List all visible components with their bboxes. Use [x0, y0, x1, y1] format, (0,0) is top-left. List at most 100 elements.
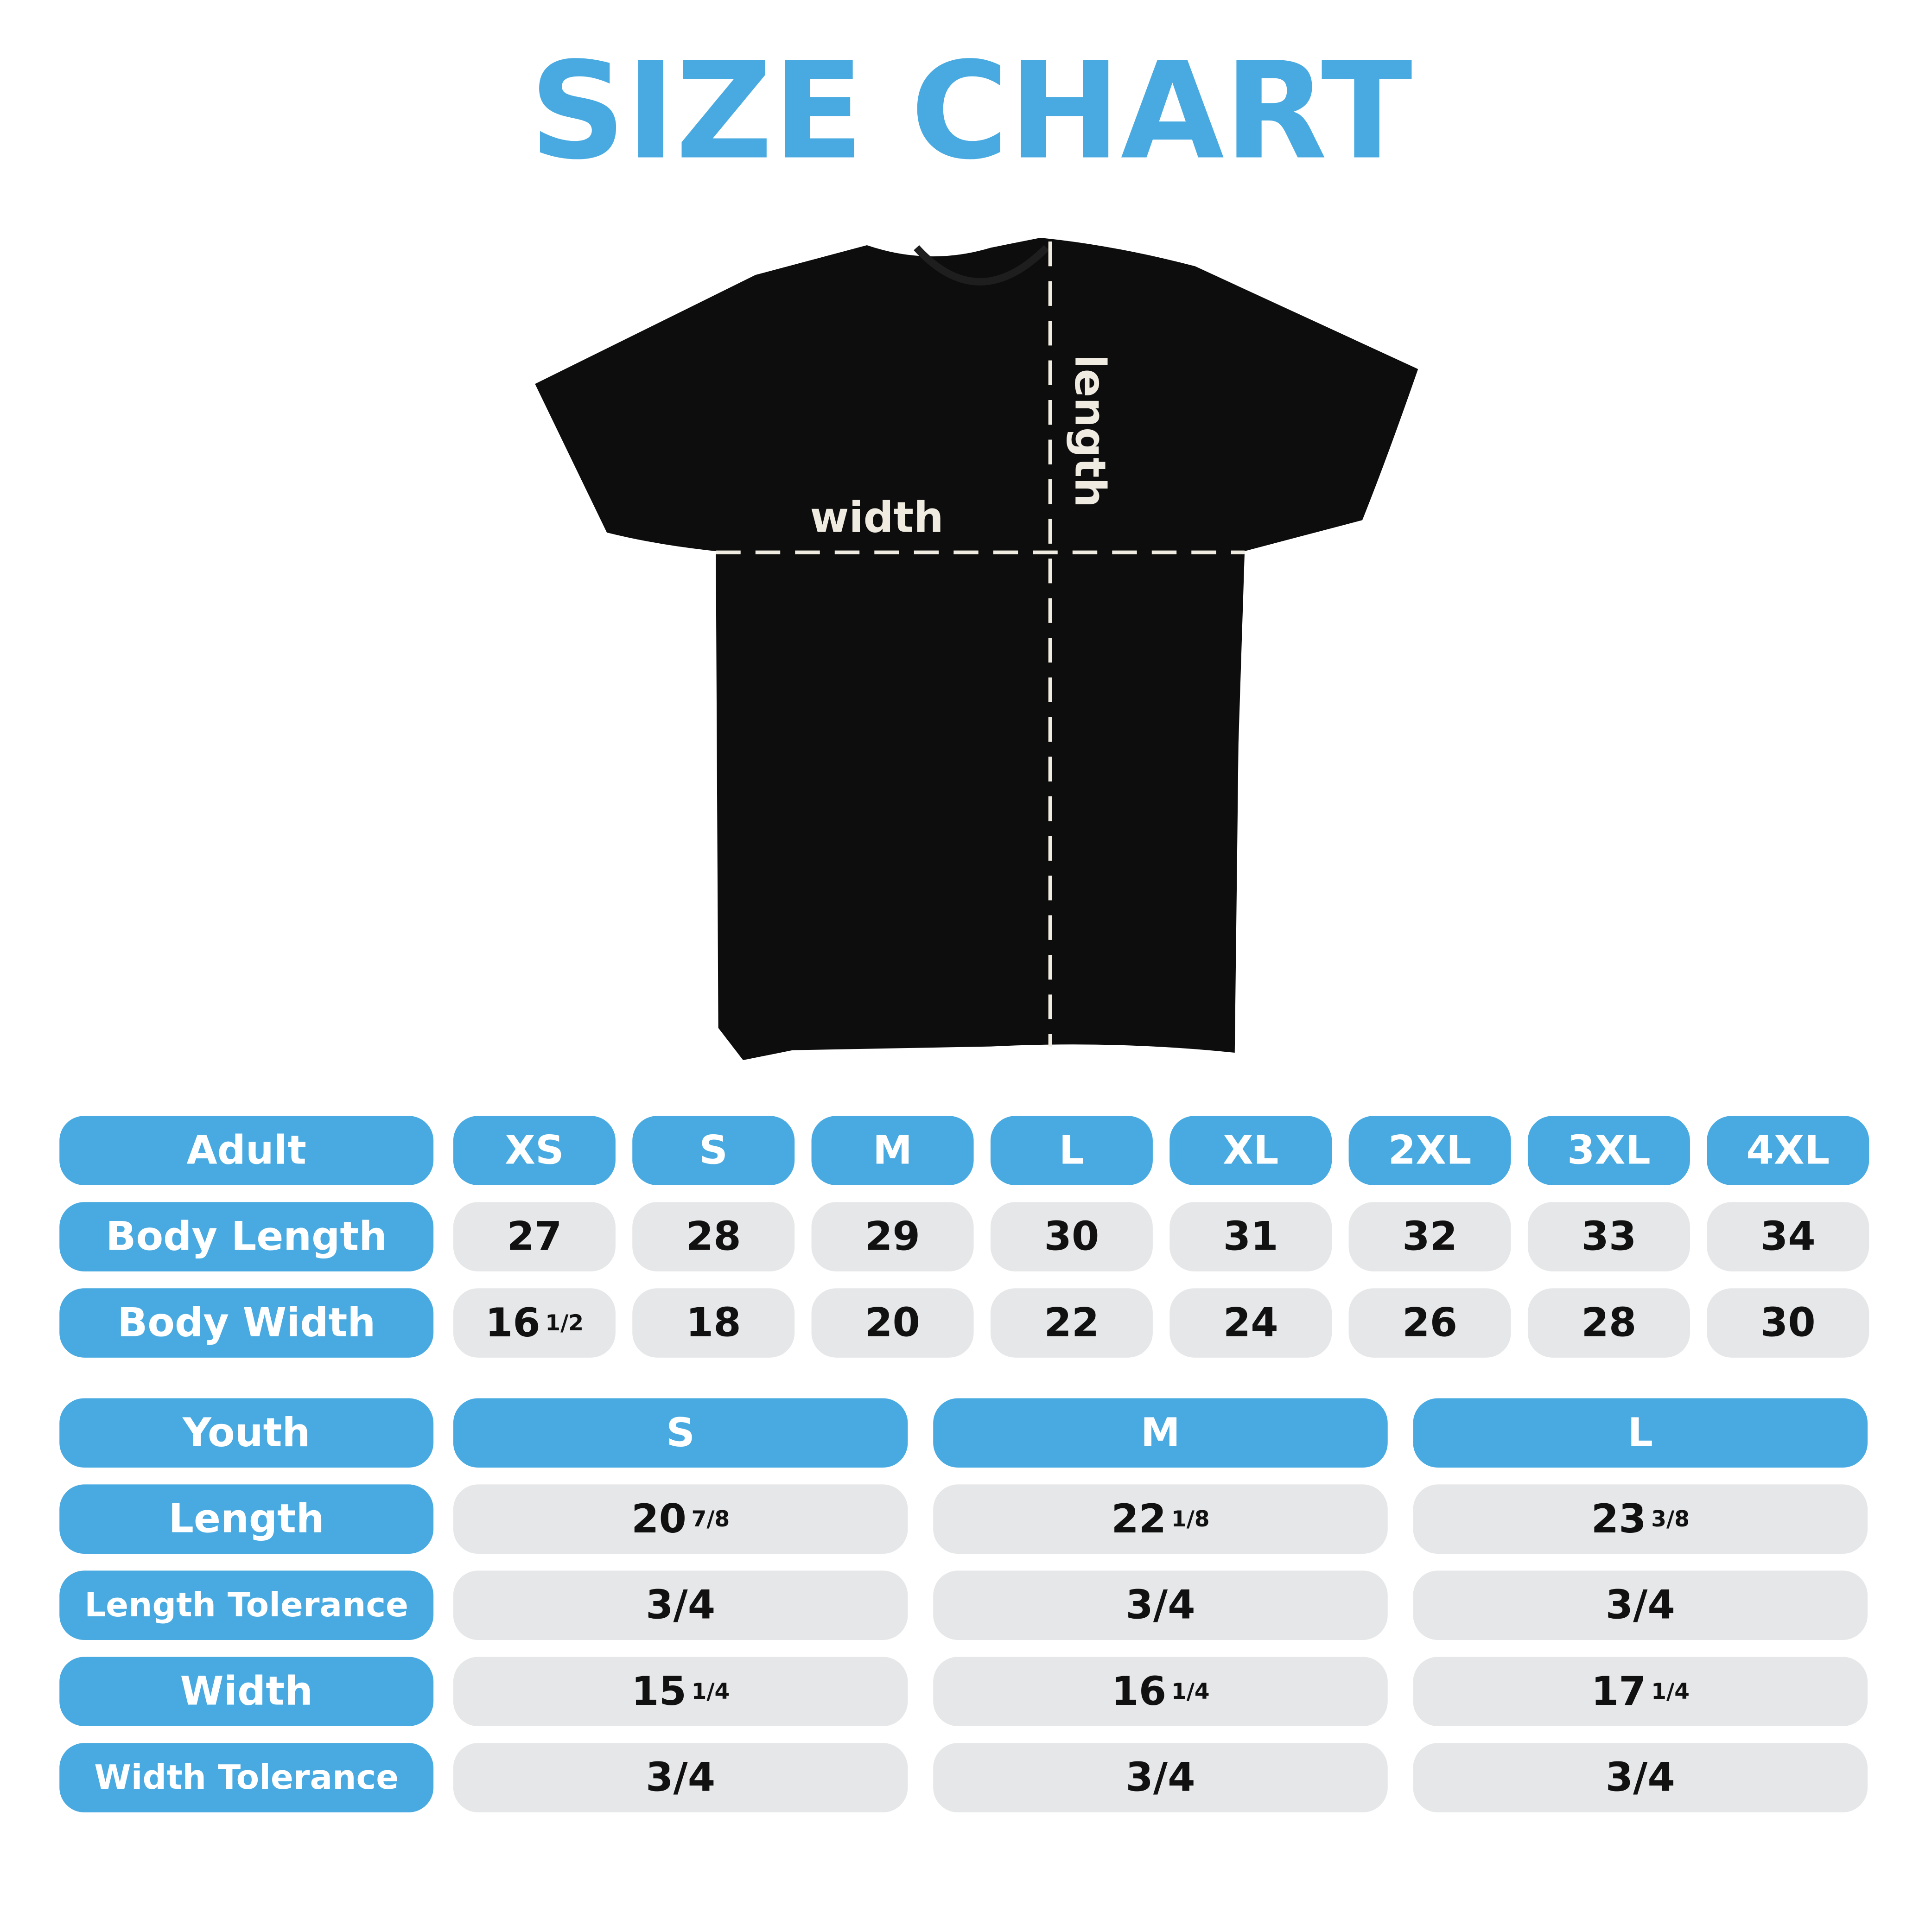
- whole: 22: [1111, 1496, 1166, 1542]
- size-header: S: [699, 1128, 728, 1174]
- fraction: 7/8: [692, 1506, 730, 1532]
- value-cell-bg: [990, 1202, 1153, 1271]
- value-cell-bg: [1413, 1657, 1868, 1726]
- fraction: 1/2: [545, 1310, 584, 1336]
- whole: 15: [631, 1669, 686, 1715]
- value-cell: 29: [865, 1214, 920, 1260]
- size-header-bg: [933, 1398, 1388, 1468]
- value-cell-bg: [453, 1484, 908, 1554]
- value-cell: 22 1/8: [1111, 1496, 1209, 1542]
- value-cell: 26: [1402, 1300, 1457, 1346]
- value-cell: 33: [1581, 1214, 1636, 1260]
- title: SIZE CHART: [529, 33, 1413, 189]
- value-cell-bg: [933, 1743, 1388, 1812]
- whole: 16: [1111, 1669, 1166, 1715]
- value-cell-bg: [453, 1288, 616, 1358]
- value-cell: 32: [1402, 1214, 1457, 1260]
- size-header-bg: [1348, 1116, 1511, 1185]
- value-cell-bg: [1413, 1570, 1868, 1640]
- size-header: XL: [1223, 1128, 1278, 1174]
- value-cell: 22: [1044, 1300, 1099, 1346]
- value-cell-bg: [933, 1484, 1388, 1554]
- size-header: 3XL: [1567, 1128, 1651, 1174]
- value-cell: 3/4: [1125, 1755, 1195, 1801]
- size-header: XS: [505, 1128, 564, 1174]
- section-label: Adult: [186, 1128, 306, 1174]
- value-cell-bg: [1707, 1202, 1869, 1271]
- size-header-bg: [453, 1116, 616, 1185]
- size-header: L: [1059, 1128, 1084, 1174]
- size-header-bg: [1707, 1116, 1869, 1185]
- value-cell: 15 1/4: [631, 1669, 730, 1715]
- size-header: 2XL: [1388, 1128, 1472, 1174]
- value-cell-bg: [990, 1288, 1153, 1358]
- value-cell: 18: [686, 1300, 741, 1346]
- value-cell: 16 1/2: [485, 1300, 584, 1346]
- section-label-bg: [59, 1116, 434, 1185]
- size-header-bg: [632, 1116, 795, 1185]
- fraction: 3/8: [1651, 1506, 1690, 1532]
- value-cell: 3/4: [1125, 1582, 1195, 1628]
- size-header: M: [873, 1128, 912, 1174]
- value-cell: 28: [1581, 1300, 1636, 1346]
- fraction: 1/4: [692, 1679, 730, 1704]
- size-header-bg: [1527, 1116, 1690, 1185]
- value-cell: 3/4: [646, 1755, 715, 1801]
- row-label-bg: [59, 1657, 434, 1726]
- size-header: M: [1141, 1410, 1180, 1456]
- value-cell: 28: [686, 1214, 741, 1260]
- row-label-bg: [59, 1484, 434, 1554]
- row-label-bg: [59, 1570, 434, 1640]
- value-cell: 24: [1223, 1300, 1278, 1346]
- value-cell-bg: [933, 1657, 1388, 1726]
- row-label: Length Tolerance: [84, 1586, 408, 1625]
- fraction: 1/4: [1651, 1679, 1690, 1704]
- value-cell-bg: [453, 1202, 616, 1271]
- value-cell-bg: [1348, 1288, 1511, 1358]
- shirt-body: [535, 237, 1418, 1061]
- row-label: Body Length: [106, 1214, 387, 1260]
- fraction: 1/8: [1171, 1506, 1210, 1532]
- row-label: Body Width: [117, 1300, 375, 1346]
- value-cell: 3/4: [646, 1582, 715, 1628]
- size-header: L: [1628, 1410, 1653, 1456]
- value-cell: 23 3/8: [1591, 1496, 1690, 1542]
- row-label: Length: [169, 1496, 324, 1542]
- value-cell: 3/4: [1606, 1582, 1675, 1628]
- row-label-bg: [59, 1743, 434, 1812]
- value-cell-bg: [453, 1657, 908, 1726]
- section-label: Youth: [182, 1410, 310, 1456]
- value-cell-bg: [933, 1570, 1388, 1640]
- size-header-bg: [811, 1116, 974, 1185]
- value-cell-bg: [1527, 1202, 1690, 1271]
- value-cell: 30: [1760, 1300, 1816, 1346]
- row-label-bg: [59, 1288, 434, 1358]
- value-cell-bg: [1413, 1743, 1868, 1812]
- value-cell-bg: [1707, 1288, 1869, 1358]
- value-cell: 16 1/4: [1111, 1669, 1209, 1715]
- section-label-bg: [59, 1398, 434, 1468]
- value-cell-bg: [1413, 1484, 1868, 1554]
- value-cell-bg: [453, 1743, 908, 1812]
- whole: 23: [1591, 1496, 1646, 1542]
- size-header: S: [666, 1410, 695, 1456]
- row-label-bg: [59, 1202, 434, 1271]
- value-cell: 27: [507, 1214, 562, 1260]
- value-cell-bg: [1169, 1202, 1332, 1271]
- size-header-bg: [1169, 1116, 1332, 1185]
- value-cell: 17 1/4: [1591, 1669, 1690, 1715]
- value-cell: 30: [1044, 1214, 1099, 1260]
- width-label: width: [810, 493, 944, 542]
- whole: 17: [1591, 1669, 1646, 1715]
- value-cell: 20 7/8: [631, 1496, 730, 1542]
- size-header-bg: [990, 1116, 1153, 1185]
- value-cell: 20: [865, 1300, 920, 1346]
- value-cell-bg: [632, 1288, 795, 1358]
- value-cell: 31: [1223, 1214, 1278, 1260]
- whole: 16: [485, 1300, 540, 1346]
- fraction: 1/4: [1171, 1679, 1210, 1704]
- value-cell-bg: [1527, 1288, 1690, 1358]
- value-cell: 34: [1760, 1214, 1816, 1260]
